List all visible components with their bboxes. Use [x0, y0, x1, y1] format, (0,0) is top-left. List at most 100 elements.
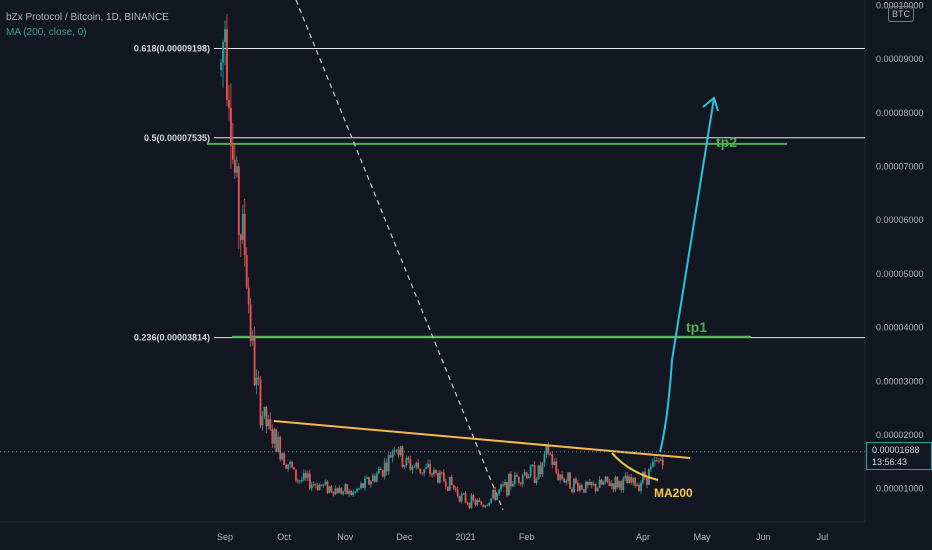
candle-body	[541, 462, 544, 475]
candle-body	[437, 472, 439, 483]
candle-body	[577, 483, 579, 491]
candle-body	[651, 461, 654, 467]
candle-body	[476, 500, 479, 505]
candle-body	[478, 500, 481, 502]
time-axis[interactable]: Sep Oct Nov Dec 2021 Feb Apr May Jun Jul	[217, 532, 828, 542]
candle-body	[379, 468, 382, 471]
candle-body	[431, 473, 433, 475]
candle-body	[620, 481, 623, 490]
candle-body	[642, 472, 644, 483]
candle-body	[385, 462, 388, 472]
candle-body	[283, 453, 286, 466]
candle-body	[614, 476, 617, 490]
candle-body	[452, 484, 455, 489]
candle-body	[295, 469, 297, 481]
last-price-value: 0.00001688	[872, 445, 920, 455]
candle-body	[429, 463, 431, 474]
candle-body	[640, 482, 642, 491]
price-axis[interactable]: 0.00009000 0.00008000 0.00007000 0.00006000…	[876, 0, 924, 493]
candle-body	[417, 462, 420, 469]
candle-body	[320, 484, 323, 486]
symbol-legend[interactable]: bZx Protocol / Bitcoin, 1D, BINANCE	[6, 12, 169, 23]
candle-body	[409, 459, 412, 470]
candle-body	[545, 445, 548, 455]
x-tick-label: 2021	[456, 532, 476, 542]
candle-body	[285, 465, 288, 469]
candle-body	[257, 377, 260, 380]
candle-body	[399, 446, 402, 455]
candle-body	[649, 466, 652, 469]
candle-body	[393, 450, 396, 452]
candle-body	[602, 482, 605, 485]
projection-arrow-path[interactable]	[659, 97, 715, 453]
descending-dashed-trendline[interactable]	[295, 0, 504, 511]
candle-body	[220, 62, 222, 70]
candle-body	[592, 483, 595, 486]
currency-badge[interactable]: BTC	[888, 6, 914, 22]
candle-body	[358, 488, 360, 490]
candle-body	[523, 472, 526, 476]
candle-body	[370, 481, 372, 485]
candle-body	[456, 489, 459, 496]
candle-body	[573, 478, 575, 493]
candle-body	[334, 488, 337, 495]
y-tick-label: 0.00002000	[876, 430, 924, 440]
x-tick-label: Dec	[396, 532, 413, 542]
tp1-label: tp1	[686, 319, 707, 335]
x-tick-label: Jun	[756, 532, 771, 542]
x-tick-label: Nov	[337, 532, 354, 542]
candle-body	[287, 464, 289, 469]
y-tick-label-top: 0.00010000	[876, 0, 924, 10]
candle-body	[224, 29, 226, 43]
x-tick-label: Sep	[217, 532, 233, 542]
candle-body	[444, 481, 447, 487]
candle-body	[636, 484, 638, 487]
y-tick-label: 0.00001000	[876, 484, 924, 494]
candle-body	[579, 485, 581, 491]
candle-body	[565, 480, 568, 483]
candle-body	[448, 476, 451, 491]
candle-body	[277, 437, 280, 452]
candle-body	[567, 472, 569, 481]
candle-body	[488, 502, 491, 506]
candle-body	[450, 476, 453, 485]
candle-body	[373, 475, 376, 482]
candle-body	[604, 476, 607, 483]
candle-body	[468, 503, 471, 509]
candle-body	[634, 477, 637, 487]
tp2-label: tp2	[716, 134, 737, 150]
candle-body	[401, 446, 404, 467]
candle-body	[241, 213, 244, 240]
candle-body	[243, 213, 246, 256]
candle-body	[655, 460, 658, 462]
candle-body	[239, 234, 242, 240]
candle-body	[391, 451, 394, 458]
target-lines[interactable]	[207, 142, 787, 338]
candle-body	[606, 476, 609, 482]
ma-legend[interactable]: MA (200, close, 0)	[6, 27, 87, 38]
candle-body	[405, 457, 408, 466]
ma200-curve	[611, 452, 659, 481]
candle-body	[460, 494, 463, 502]
x-tick-label: May	[694, 532, 712, 542]
ma200-label: MA200	[654, 486, 693, 500]
candle-body	[261, 416, 264, 426]
candle-body	[371, 475, 374, 482]
candle-body	[598, 479, 601, 489]
candle-body	[646, 477, 648, 485]
candle-body	[263, 406, 266, 417]
candle-body	[222, 42, 224, 63]
candle-body	[529, 466, 532, 477]
candle-body	[458, 495, 461, 502]
candle-body	[360, 483, 362, 489]
candle-body	[271, 429, 274, 444]
candle-body	[326, 481, 329, 493]
candle-body	[324, 481, 327, 485]
candle-body	[245, 255, 248, 288]
candle-body	[508, 473, 510, 496]
y-tick-label: 0.00004000	[876, 323, 924, 333]
candle-body	[527, 476, 530, 479]
candle-body	[535, 479, 538, 483]
